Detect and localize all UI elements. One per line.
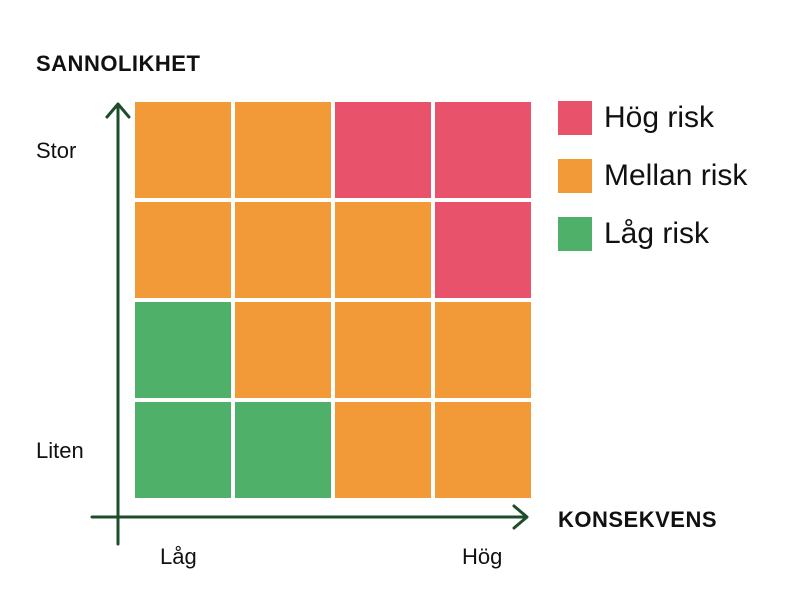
legend-label-medium: Mellan risk: [604, 159, 748, 192]
y-axis-arrowhead: [105, 102, 131, 119]
x-axis-title: KONSEKVENS: [558, 507, 718, 532]
matrix-cell-r3-c3-medium: [435, 402, 531, 498]
matrix-cell-r3-c2-medium: [335, 402, 431, 498]
x-tick-label-right: Hög: [462, 544, 503, 569]
matrix-cell-r1-c2-medium: [335, 202, 431, 298]
matrix-cell-r1-c3-high: [435, 202, 531, 298]
matrix-cell-r2-c2-medium: [335, 302, 431, 398]
y-axis-title: SANNOLIKHET: [36, 51, 201, 76]
legend-item-low: Låg risk: [558, 216, 747, 252]
x-tick-label-left: Låg: [160, 544, 197, 569]
legend: Hög risk Mellan risk Låg risk: [558, 100, 747, 274]
matrix-cell-r0-c1-medium: [235, 102, 331, 198]
matrix-cell-r2-c3-medium: [435, 302, 531, 398]
legend-label-high: Hög risk: [604, 101, 715, 134]
matrix-cell-r3-c0-low: [135, 402, 231, 498]
matrix-cell-r0-c0-medium: [135, 102, 231, 198]
legend-label-low: Låg risk: [604, 217, 710, 250]
matrix-cell-r0-c2-high: [335, 102, 431, 198]
legend-swatch-low: [558, 217, 592, 251]
matrix-cell-r0-c3-high: [435, 102, 531, 198]
legend-swatch-medium: [558, 159, 592, 193]
matrix-cell-r1-c0-medium: [135, 202, 231, 298]
legend-swatch-high: [558, 101, 592, 135]
matrix-cell-r3-c1-low: [235, 402, 331, 498]
matrix-cell-r2-c0-low: [135, 302, 231, 398]
matrix-cell-r2-c1-medium: [235, 302, 331, 398]
y-tick-label-bottom: Liten: [36, 438, 84, 463]
x-axis-arrowhead: [512, 504, 529, 530]
y-tick-label-top: Stor: [36, 138, 77, 163]
legend-item-medium: Mellan risk: [558, 158, 747, 194]
legend-item-high: Hög risk: [558, 100, 747, 136]
matrix-cell-r1-c1-medium: [235, 202, 331, 298]
